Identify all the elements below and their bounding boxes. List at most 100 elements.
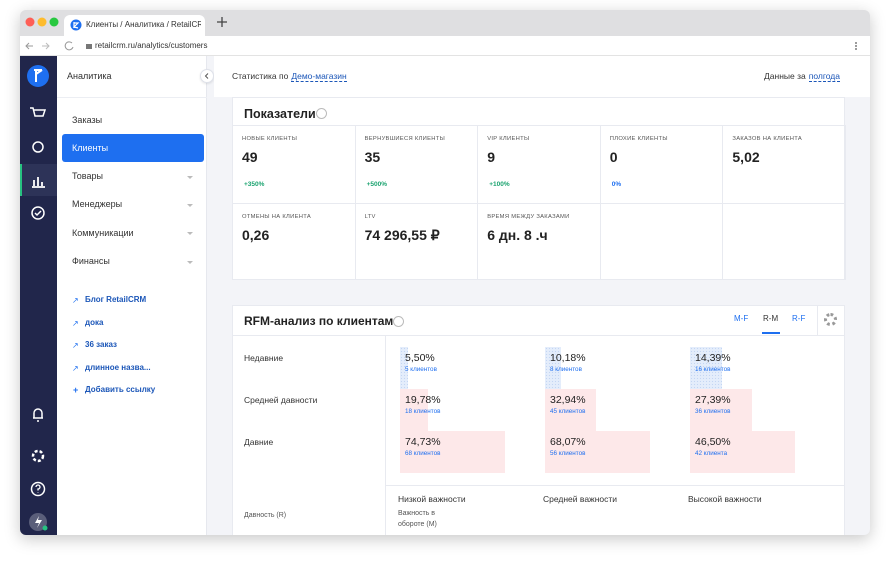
link-icon: ↗ xyxy=(72,296,79,305)
menu-link[interactable]: длинное назва... xyxy=(85,362,151,372)
settings-icon[interactable] xyxy=(31,449,45,463)
reload-button[interactable] xyxy=(64,41,74,51)
metric-value: 6 дн. 8 .ч xyxy=(487,227,548,243)
menu-link[interactable]: 36 заказ xyxy=(85,340,117,349)
rfm-clients[interactable]: 42 клиента xyxy=(695,450,728,457)
collapse-button[interactable] xyxy=(200,69,214,83)
nav-icons xyxy=(25,41,857,51)
tab-title: Клиенты / Аналитика / RetailCR xyxy=(86,21,201,29)
rfm-percent: 14,39% xyxy=(695,352,731,364)
rfm-percent: 32,94% xyxy=(550,394,586,406)
rfm-row-label: Давние xyxy=(244,437,274,447)
menu-link[interactable]: дока xyxy=(85,317,104,327)
metric-value: 5,02 xyxy=(732,149,760,165)
menu-item[interactable]: Клиенты xyxy=(72,142,109,153)
rfm-clients[interactable]: 68 клиентов xyxy=(405,450,441,457)
rfm-tab[interactable]: M-F xyxy=(734,314,749,323)
menu-link[interactable]: Блог RetailCRM xyxy=(85,295,147,304)
menu-divider xyxy=(57,97,207,98)
metric-value: 74 296,55 ₽ xyxy=(364,227,440,243)
menu-chevron xyxy=(187,260,193,264)
metric-value: 9 xyxy=(487,149,495,165)
favicon xyxy=(70,19,82,31)
forward-button[interactable] xyxy=(42,42,50,50)
link-icon: ↗ xyxy=(72,318,79,328)
app-sidebar xyxy=(20,56,57,535)
metric-label: VIP КЛИЕНТЫ xyxy=(487,136,530,142)
menu-chevron xyxy=(187,232,193,236)
back-button[interactable] xyxy=(25,42,33,50)
rfm-column-label: Низкой важности xyxy=(398,494,466,504)
metric-change: +500% xyxy=(366,181,388,188)
metric-change: +100% xyxy=(489,181,510,188)
metric-change: 0% xyxy=(611,181,622,188)
window-controls xyxy=(25,17,227,27)
analytics-icon[interactable] xyxy=(32,177,45,188)
rfm-tab[interactable]: R-M xyxy=(763,314,779,323)
menu-item[interactable]: Финансы xyxy=(72,256,110,266)
rfm-row-label: Средней давности xyxy=(244,395,318,405)
rfm-clients[interactable]: 36 клиентов xyxy=(695,408,731,415)
info-icon xyxy=(316,108,327,119)
add-icon: + xyxy=(73,385,79,395)
stats-prefix: Статистика по xyxy=(232,71,289,81)
rfm-clients[interactable]: 5 клиентов xyxy=(405,366,437,373)
logo[interactable] xyxy=(27,65,49,87)
close-button[interactable] xyxy=(25,17,35,27)
menu-item[interactable]: Коммуникации xyxy=(72,227,134,238)
rfm-percent: 46,50% xyxy=(695,436,731,448)
rfm-percent: 19,78% xyxy=(405,394,441,406)
browser-window: Клиенты / Аналитика / RetailCR retailcrm.… xyxy=(20,10,870,535)
rfm-column-label: Средней важности xyxy=(543,494,618,504)
info-icon xyxy=(393,316,404,327)
rfm-bar xyxy=(690,347,723,389)
tasks-icon[interactable] xyxy=(31,206,45,220)
rfm-bar xyxy=(690,431,795,473)
rfm-bar xyxy=(545,431,650,473)
lock-icon xyxy=(86,44,92,49)
rfm-percent: 27,39% xyxy=(695,394,731,406)
rfm-clients[interactable]: 45 клиентов xyxy=(550,408,586,415)
rfm-left-divider xyxy=(385,335,386,535)
browser-tab[interactable] xyxy=(64,15,205,36)
rfm-divider xyxy=(232,335,845,336)
metric-label: ВРЕМЯ МЕЖДУ ЗАКАЗАМИ xyxy=(487,214,570,220)
menu-item-active-bg[interactable] xyxy=(62,134,204,163)
rfm-clients[interactable]: 18 клиентов xyxy=(405,408,441,415)
metric-value: 0 xyxy=(609,149,618,165)
maximize-button[interactable] xyxy=(49,17,59,27)
customers-icon[interactable] xyxy=(32,141,44,153)
tab-divider xyxy=(817,305,818,335)
add-link[interactable]: Добавить ссылку xyxy=(85,385,156,394)
rfm-percent: 10,18% xyxy=(550,352,586,364)
rfm-clients[interactable]: 56 клиентов xyxy=(550,450,586,457)
stats-label: Статистика по Демо-магазин xyxy=(232,72,347,82)
metric-label: ОТМЕНЫ НА КЛИЕНТА xyxy=(242,214,312,220)
rfm-clients[interactable]: 16 клиентов xyxy=(695,366,731,373)
metric-value: 49 xyxy=(242,149,258,165)
notifications-icon[interactable] xyxy=(33,408,43,422)
rfm-bar xyxy=(545,347,561,389)
minimize-button[interactable] xyxy=(37,17,47,27)
orders-icon[interactable] xyxy=(30,107,47,117)
metric-label: ЗАКАЗОВ НА КЛИЕНТА xyxy=(732,136,803,142)
menu-item[interactable]: Товары xyxy=(72,171,103,182)
new-tab-button[interactable] xyxy=(217,17,227,27)
rfm-bar xyxy=(400,389,428,431)
menu-item[interactable]: Менеджеры xyxy=(72,199,123,210)
metric-value: 0,26 xyxy=(242,227,270,243)
rfm-tab[interactable]: R-F xyxy=(792,314,806,323)
rfm-bar xyxy=(400,347,408,389)
help-icon[interactable] xyxy=(30,481,46,497)
settings-gear[interactable] xyxy=(824,313,837,326)
rfm-bar xyxy=(545,389,596,431)
rfm-bar xyxy=(400,431,505,473)
rfm-column-label: Высокой важности xyxy=(688,494,762,504)
rfm-clients[interactable]: 8 клиентов xyxy=(550,366,582,373)
menu-item[interactable]: Заказы xyxy=(72,114,103,125)
rfm-percent: 74,73% xyxy=(405,436,441,448)
store-link[interactable]: Демо-магазин xyxy=(291,71,347,82)
m-axis-label: Важность в обороте (M) xyxy=(398,510,437,528)
period-link[interactable]: полгода xyxy=(808,71,840,82)
